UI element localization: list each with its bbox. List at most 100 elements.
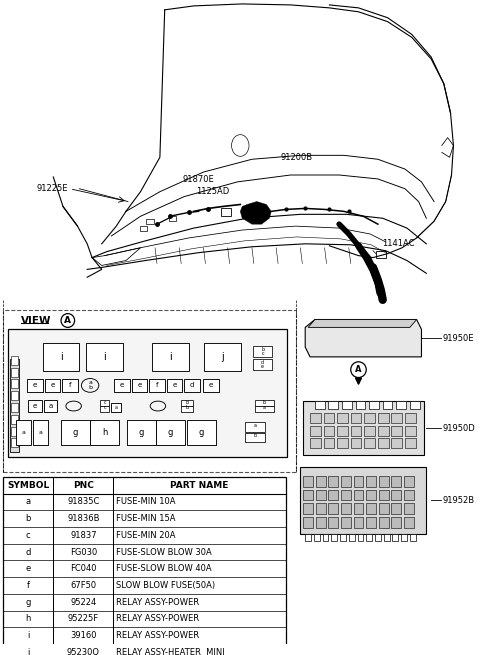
Bar [245,422,264,432]
Bar [310,438,321,448]
Bar [149,379,165,392]
Polygon shape [240,202,271,224]
Bar [393,534,398,541]
Bar [111,403,121,412]
Bar [323,534,328,541]
Text: i: i [60,352,62,362]
Text: a: a [39,430,43,435]
Bar [28,400,42,412]
Bar [45,379,60,392]
Bar [391,413,402,422]
Bar [328,476,338,487]
Bar [245,432,264,442]
Text: FG030: FG030 [70,548,97,557]
Bar [168,216,176,221]
Text: d: d [261,360,264,365]
Text: 67F50: 67F50 [70,581,96,590]
Bar [391,476,401,487]
Bar [62,379,77,392]
Text: FUSE-MIN 15A: FUSE-MIN 15A [116,514,176,523]
Bar [396,401,406,409]
Text: 91200B: 91200B [281,153,313,162]
Text: 1141AC: 1141AC [382,239,414,248]
Text: SYMBOL: SYMBOL [7,481,49,490]
Bar [404,503,414,514]
Bar [316,489,325,500]
Text: g: g [139,428,144,437]
Text: PART NAME: PART NAME [170,481,229,490]
Text: a: a [48,403,52,409]
Polygon shape [305,320,421,357]
Bar [303,503,313,514]
Bar [43,343,80,371]
Bar [303,517,313,528]
Bar [204,343,241,371]
Text: RELAY ASSY-POWER: RELAY ASSY-POWER [116,614,199,624]
Bar [33,420,48,445]
Bar [391,489,401,500]
Text: f: f [26,581,30,590]
Bar [375,534,381,541]
Text: c: c [103,405,106,411]
Bar [337,413,348,422]
Bar [354,503,363,514]
Text: 1125AD: 1125AD [196,187,229,196]
Text: e: e [33,403,37,409]
Bar [366,534,372,541]
Bar [351,438,361,448]
Bar [324,438,334,448]
Text: PNC: PNC [73,481,94,490]
Text: g: g [25,597,31,607]
Bar [156,420,185,445]
Text: FUSE-MIN 20A: FUSE-MIN 20A [116,531,176,540]
Text: a: a [21,430,25,435]
Bar [11,403,18,412]
Text: FUSE-SLOW BLOW 40A: FUSE-SLOW BLOW 40A [116,564,212,573]
Bar [114,379,130,392]
Bar [351,413,361,422]
Text: e: e [25,564,31,573]
Bar [11,415,18,424]
Bar [379,517,388,528]
Text: h: h [102,428,108,437]
Text: RELAY ASSY-POWER: RELAY ASSY-POWER [116,597,199,607]
Bar [314,534,320,541]
Text: b: b [263,400,266,405]
Bar [391,438,402,448]
Text: a: a [115,405,118,410]
Text: 39160: 39160 [70,631,96,640]
Bar [324,413,334,422]
Bar [11,391,18,400]
Text: b: b [253,434,256,438]
Text: e: e [50,383,54,388]
Text: 91870E: 91870E [182,176,214,185]
Bar [11,426,18,436]
Bar [181,406,193,412]
Bar [167,379,182,392]
Bar [376,251,385,257]
Bar [324,426,334,436]
Bar [405,438,416,448]
Text: RELAY ASSY-HEATER  MINI: RELAY ASSY-HEATER MINI [116,648,225,655]
Bar [305,534,311,541]
Text: 91835C: 91835C [67,497,99,506]
Text: i: i [103,352,106,362]
Bar [316,517,325,528]
Bar [303,489,313,500]
Bar [44,400,57,412]
Bar [391,426,402,436]
Bar [341,503,351,514]
Bar [379,489,388,500]
Bar [378,438,388,448]
Bar [378,426,388,436]
Bar [354,476,363,487]
Text: FC040: FC040 [70,564,96,573]
Bar [384,534,389,541]
Bar [369,401,379,409]
Text: b: b [185,405,189,411]
Bar [342,401,352,409]
Text: c: c [26,531,30,540]
Bar [337,438,348,448]
Bar [86,343,123,371]
Bar [8,329,287,457]
